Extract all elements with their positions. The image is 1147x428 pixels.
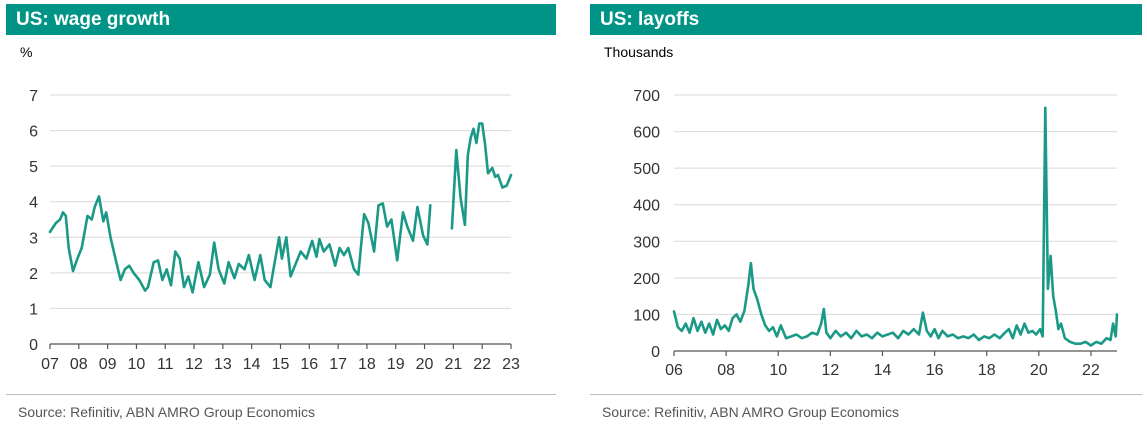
series-line [450, 122, 513, 230]
y-tick-label: 0 [651, 344, 660, 361]
y-tick-label: 0 [29, 337, 38, 354]
x-tick-label: 21 [444, 356, 462, 373]
y-tick-label: 200 [633, 271, 660, 288]
y-tick-label: 5 [29, 159, 38, 176]
layoffs-panel: US: layoffs Thousands 0 100 200 300 400 500 600… [590, 4, 1142, 424]
wage-growth-divider [6, 394, 556, 395]
x-tick-label: 22 [473, 356, 491, 373]
series-line [672, 106, 1119, 347]
layoffs-title: US: layoffs [590, 4, 1142, 35]
x-tick-label: 16 [926, 362, 944, 379]
x-tick-label: 16 [300, 356, 318, 373]
y-tick-label: 1 [29, 301, 38, 318]
y-axis-unit-label: % [20, 44, 32, 60]
x-tick-label: 08 [70, 356, 88, 373]
layoffs-divider [590, 394, 1142, 395]
y-tick-label: 7 [29, 88, 38, 105]
y-tick-label: 400 [633, 198, 660, 215]
x-tick-label: 20 [416, 356, 434, 373]
layoffs-source: Source: Refinitiv, ABN AMRO Group Econom… [602, 404, 899, 420]
wage-growth-source: Source: Refinitiv, ABN AMRO Group Econom… [18, 404, 315, 420]
x-tick-label: 10 [128, 356, 146, 373]
y-tick-label: 600 [633, 125, 660, 142]
x-tick-label: 22 [1082, 362, 1100, 379]
series-line [48, 195, 432, 294]
y-tick-label: 2 [29, 266, 38, 283]
x-tick-label: 07 [41, 356, 59, 373]
x-tick-label: 10 [769, 362, 787, 379]
x-tick-label: 14 [243, 356, 261, 373]
x-tick-label: 08 [717, 362, 735, 379]
wage-growth-panel: US: wage growth % 0 1 2 3 4 5 6 7 07 08 09 10 11 12 13 1… [6, 4, 556, 424]
x-tick-label: 20 [1030, 362, 1048, 379]
y-tick-label: 3 [29, 230, 38, 247]
x-tick-label: 15 [272, 356, 290, 373]
y-tick-label: 500 [633, 161, 660, 178]
x-tick-label: 12 [821, 362, 839, 379]
layoffs-chart: Thousands 0 100 200 300 400 500 600 700 06 08 10 12 1… [604, 44, 1119, 379]
x-tick-label: 14 [874, 362, 892, 379]
y-axis-unit-label: Thousands [604, 44, 673, 60]
y-tick-label: 700 [633, 88, 660, 105]
x-tick-label: 12 [185, 356, 203, 373]
x-tick-label: 13 [214, 356, 232, 373]
y-tick-label: 300 [633, 234, 660, 251]
x-tick-label: 11 [157, 356, 174, 373]
x-tick-label: 18 [358, 356, 376, 373]
wage-growth-title: US: wage growth [6, 4, 556, 35]
x-tick-label: 23 [502, 356, 520, 373]
y-tick-label: 4 [29, 195, 38, 212]
x-tick-label: 18 [978, 362, 996, 379]
x-tick-label: 09 [99, 356, 117, 373]
y-tick-label: 100 [633, 307, 660, 324]
x-tick-label: 19 [387, 356, 405, 373]
x-tick-label: 06 [665, 362, 683, 379]
y-tick-label: 6 [29, 124, 38, 141]
x-tick-label: 17 [329, 356, 347, 373]
